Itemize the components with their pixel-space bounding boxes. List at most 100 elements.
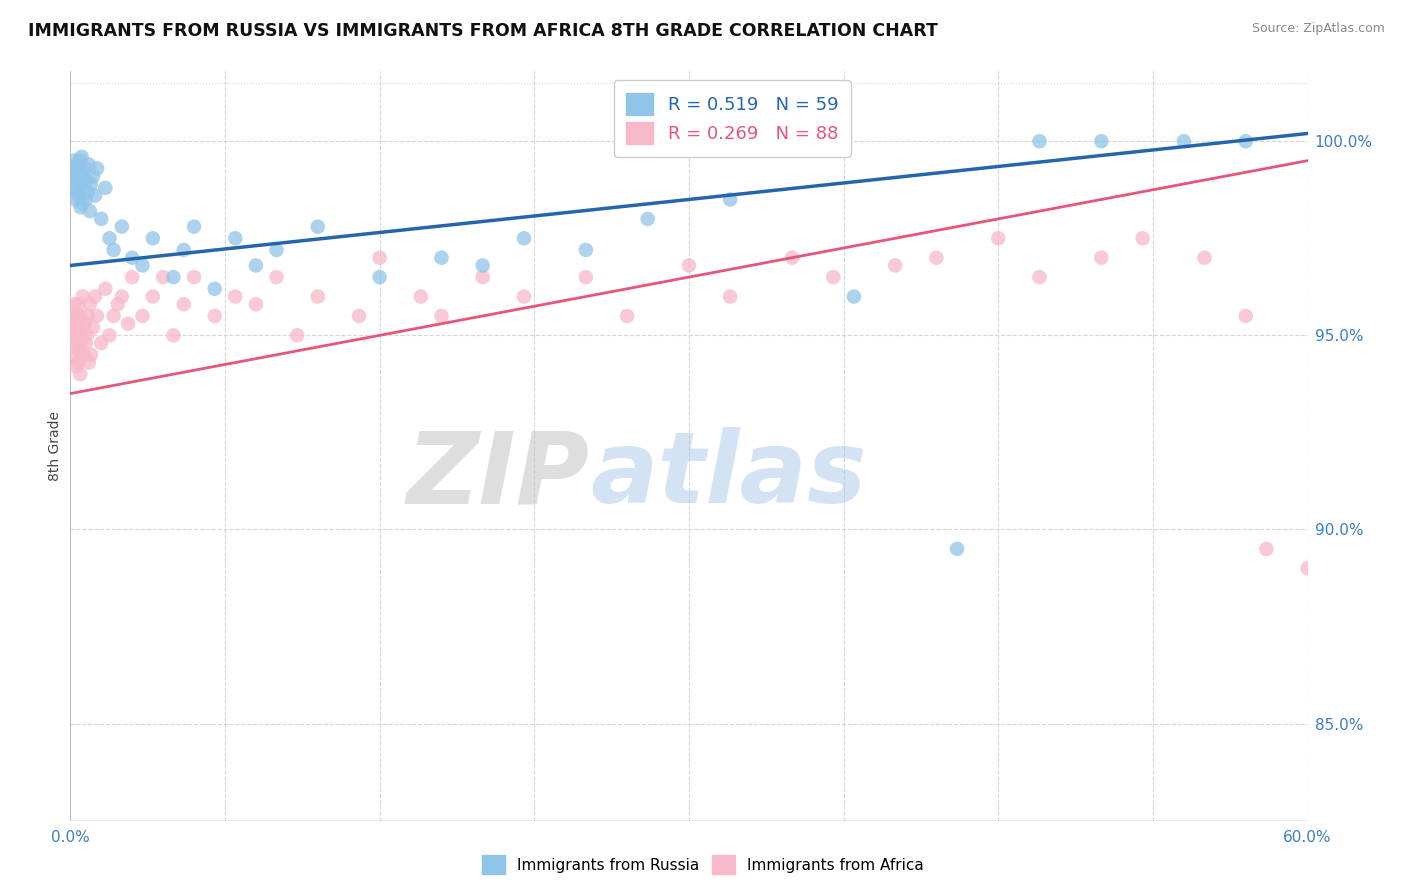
Point (69, 320, 91, 334)
Point (60, 309, 83, 323)
Point (471, 270, 494, 285)
Point (307, 219, 329, 234)
Point (70, 336, 93, 351)
Point (62, 336, 84, 351)
Point (131, 309, 153, 323)
Point (69, 309, 91, 323)
Text: Source: ZipAtlas.com: Source: ZipAtlas.com (1251, 22, 1385, 36)
Point (73, 317, 96, 331)
Point (121, 251, 143, 265)
Point (368, 251, 391, 265)
Point (162, 328, 184, 343)
Point (76, 309, 98, 323)
Point (69, 367, 91, 381)
Point (77, 355, 100, 369)
Point (224, 289, 246, 303)
Point (73, 161, 96, 176)
Point (67, 297, 90, 311)
Point (142, 231, 165, 245)
Point (65, 161, 87, 176)
Point (70, 328, 93, 343)
Point (67, 343, 90, 358)
Point (73, 181, 96, 195)
Point (409, 289, 432, 303)
Point (1090, 134, 1112, 148)
Point (925, 251, 948, 265)
Point (67, 165, 90, 179)
Point (842, 289, 865, 303)
Point (245, 297, 267, 311)
Point (70, 150, 93, 164)
Point (77, 157, 100, 171)
Point (63, 153, 86, 168)
Point (80, 177, 103, 191)
Point (1090, 251, 1112, 265)
Point (513, 289, 536, 303)
Point (66, 157, 89, 171)
Point (76, 173, 98, 187)
Point (1173, 134, 1195, 148)
Point (111, 219, 134, 234)
Point (513, 231, 536, 245)
Point (780, 251, 803, 265)
Legend: Immigrants from Russia, Immigrants from Africa: Immigrants from Russia, Immigrants from … (477, 849, 929, 880)
Point (117, 317, 139, 331)
Point (69, 153, 91, 168)
Point (103, 309, 125, 323)
Point (107, 297, 129, 311)
Point (204, 282, 226, 296)
Text: atlas: atlas (591, 427, 866, 524)
Point (1028, 270, 1050, 285)
Point (66, 185, 89, 199)
Point (718, 193, 741, 207)
Point (84, 289, 107, 303)
Point (575, 270, 598, 285)
Point (1132, 231, 1154, 245)
Point (80, 348, 103, 362)
Point (103, 243, 125, 257)
Point (131, 259, 153, 273)
Point (1379, 219, 1402, 234)
Text: IMMIGRANTS FROM RUSSIA VS IMMIGRANTS FROM AFRICA 8TH GRADE CORRELATION CHART: IMMIGRANTS FROM RUSSIA VS IMMIGRANTS FRO… (28, 22, 938, 40)
Point (70, 173, 93, 187)
Point (142, 289, 165, 303)
Point (1256, 541, 1278, 556)
Point (471, 259, 494, 273)
Point (121, 270, 143, 285)
Point (86, 161, 108, 176)
Point (162, 270, 184, 285)
Point (266, 243, 288, 257)
Point (245, 259, 267, 273)
Point (1234, 309, 1257, 323)
Point (73, 348, 96, 362)
Point (1337, 231, 1360, 245)
Point (75, 336, 97, 351)
Point (76, 185, 98, 199)
Point (823, 270, 845, 285)
Point (63, 173, 86, 187)
Point (82, 320, 104, 334)
Point (1234, 134, 1257, 148)
Point (718, 289, 741, 303)
Point (575, 243, 598, 257)
Point (72, 196, 94, 211)
Point (266, 270, 288, 285)
Point (183, 219, 205, 234)
Point (72, 169, 94, 184)
Point (94, 181, 117, 195)
Point (69, 200, 91, 214)
Point (183, 270, 205, 285)
Point (69, 177, 91, 191)
Point (75, 193, 97, 207)
Point (65, 193, 87, 207)
Point (90, 336, 112, 351)
Point (79, 204, 101, 219)
Point (430, 309, 453, 323)
Point (884, 259, 907, 273)
Point (66, 336, 89, 351)
Point (67, 355, 90, 369)
Point (76, 328, 98, 343)
Point (65, 317, 87, 331)
Point (678, 259, 700, 273)
Point (84, 188, 107, 202)
